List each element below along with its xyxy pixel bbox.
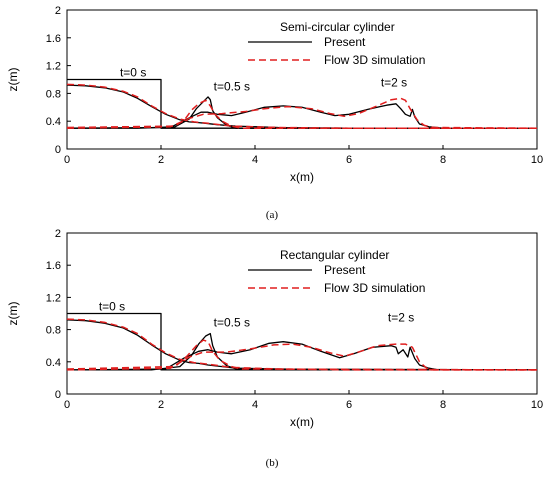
time-annotation: t=0.5 s: [214, 80, 250, 94]
flow3d-series-line: [66, 83, 537, 129]
time-annotation: t=0 s: [120, 66, 146, 80]
y-tick-label: 2: [55, 228, 61, 240]
y-tick-label: 0.8: [46, 325, 61, 337]
panel-caption: (b): [266, 457, 279, 469]
present-series-line: [67, 312, 537, 371]
y-tick-label: 1.2: [46, 292, 61, 304]
y-tick-label: 2: [55, 5, 61, 17]
x-tick-label: 2: [158, 154, 164, 166]
chart-panel-b: 0 2 4 6 8 10 0 0.4 0.8 1.2 1.6 2 x(m) z(m) t=0 s t=0.5 …: [6, 228, 543, 469]
present-series-line: [67, 332, 538, 371]
chart-panel-a: 0 2 4 6 8 10 0 0.4 0.8 1.2 1.6 2 x(m) z(m) t=0 s t=0.5 …: [6, 5, 543, 221]
time-annotation: t=0.5 s: [214, 315, 250, 329]
x-tick-label: 10: [531, 399, 543, 411]
x-tick-label: 8: [440, 399, 446, 411]
flow3d-series-line: [66, 97, 538, 129]
flow3d-series-line: [66, 343, 537, 371]
y-axis-label: z(m): [6, 68, 20, 92]
x-tick-label: 4: [252, 399, 258, 411]
legend-title: Rectangular cylinder: [280, 248, 389, 262]
x-tick-label: 6: [346, 399, 352, 411]
legend-label: Present: [324, 35, 366, 49]
y-tick-label: 0: [55, 144, 61, 156]
panel-caption: (a): [266, 209, 279, 221]
y-axis-label: z(m): [6, 302, 20, 326]
x-axis-label: x(m): [290, 170, 314, 184]
present-series-line: [67, 78, 537, 129]
present-series-line: [66, 103, 537, 129]
y-tick-label: 0: [55, 389, 61, 401]
time-annotation: t=2 s: [381, 75, 407, 89]
y-tick-label: 1.6: [46, 260, 61, 272]
present-series-line: [66, 341, 537, 371]
x-tick-label: 6: [346, 154, 352, 166]
y-tick-label: 1.2: [46, 61, 61, 73]
present-series-line: [67, 96, 537, 129]
x-axis-label: x(m): [290, 415, 314, 429]
x-tick-label: 4: [252, 154, 258, 166]
y-tick-label: 0.4: [46, 357, 61, 369]
time-annotation: t=0 s: [99, 299, 125, 313]
x-tick-label: 8: [440, 154, 446, 166]
x-tick-label: 2: [158, 399, 164, 411]
legend-label: Flow 3D simulation: [324, 53, 425, 67]
x-tick-label: 0: [64, 399, 70, 411]
y-tick-label: 0.8: [46, 88, 61, 100]
flow3d-series-line: [66, 339, 538, 371]
legend-label: Present: [324, 263, 366, 277]
legend-title: Semi-circular cylinder: [280, 20, 395, 34]
y-tick-label: 0.4: [46, 116, 61, 128]
present-series-line: [66, 319, 537, 371]
time-annotation: t=2 s: [388, 311, 414, 325]
x-tick-label: 10: [531, 154, 543, 166]
legend-label: Flow 3D simulation: [324, 281, 425, 295]
x-tick-label: 0: [64, 154, 70, 166]
flow3d-series-line: [66, 99, 537, 129]
y-tick-label: 1.6: [46, 33, 61, 45]
